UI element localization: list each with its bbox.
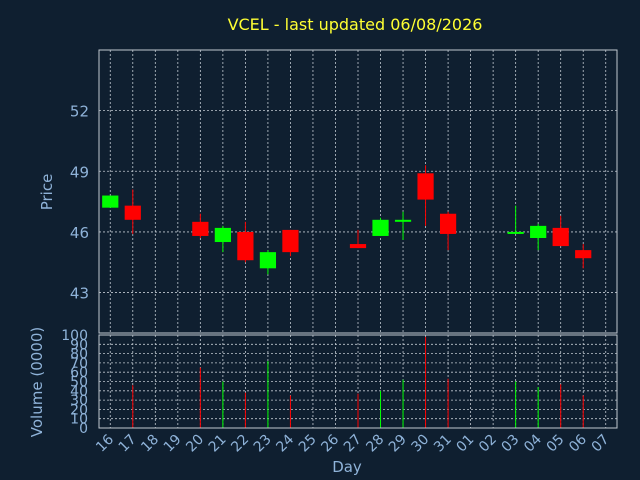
volume-tick-label: 40 [70, 384, 88, 400]
candle-body-17 [124, 205, 141, 220]
volume-bars [132, 336, 584, 428]
volume-tick-label: 50 [70, 375, 88, 391]
volume-tick-label: 0 [79, 421, 88, 437]
volume-tick-label: 20 [70, 402, 88, 418]
candle-body-30 [417, 173, 434, 200]
x-label-backdrop [328, 457, 366, 475]
x-tick-labels: 1617181920212223242526272829303101020304… [93, 431, 612, 455]
price-tick-labels: 43 46 49 52 [70, 103, 89, 303]
candle-body-28 [372, 219, 389, 236]
volume-tick-label: 30 [70, 393, 88, 409]
candle-body-03 [507, 231, 524, 234]
volume-tick-label: 90 [70, 337, 88, 353]
candle-body-31 [439, 213, 457, 234]
candle-body-24 [282, 229, 299, 253]
candle-body-21 [214, 227, 231, 243]
volume-tick-label: 80 [70, 347, 88, 363]
candle-body-06 [575, 250, 592, 259]
x-axis-label: Day [332, 458, 362, 476]
candle-body-22 [237, 231, 254, 261]
volume-tick-label: 100 [61, 328, 88, 344]
volume-panel-frame [98, 334, 618, 429]
candle-body-20 [192, 221, 209, 236]
volume-axis-label: Volume (0000) [28, 327, 46, 437]
candle-body-27 [349, 244, 367, 249]
volume-tick-label: 70 [70, 356, 88, 372]
price-tick-label: 49 [70, 163, 89, 181]
price-panel-frame [98, 49, 618, 334]
candles [102, 165, 592, 275]
candle-body-23 [259, 252, 277, 269]
candle-body-29 [394, 219, 412, 222]
volume-tick-label: 60 [70, 365, 88, 381]
price-tick-label: 46 [70, 224, 89, 242]
price-tick-label: 43 [70, 285, 89, 303]
candle-body-05 [552, 227, 569, 247]
price-tick-label: 52 [70, 103, 89, 121]
candle-body-16 [102, 195, 119, 208]
price-axis-label: Price [38, 174, 56, 211]
volume-tick-label: 10 [70, 412, 88, 428]
chart-title: VCEL - last updated 06/08/2026 [228, 15, 483, 34]
candle-body-04 [530, 225, 547, 238]
